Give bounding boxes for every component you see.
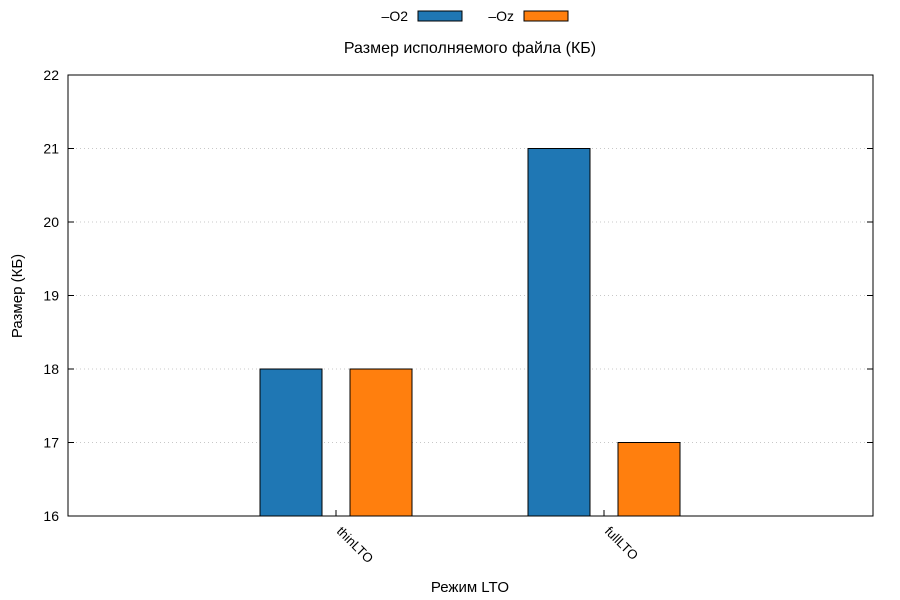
y-axis-label: Размер (КБ) (9, 254, 26, 338)
y-tick-label: 18 (43, 361, 59, 377)
chart-title: Размер исполняемого файла (КБ) (344, 40, 596, 57)
y-tick-label: 20 (43, 214, 59, 230)
y-tick-label: 19 (43, 288, 59, 304)
y-tick-label: 17 (43, 435, 59, 451)
bars (259, 148, 681, 517)
bar-fullLTO-Oz (617, 442, 681, 517)
legend-label-Oz: –Oz (488, 8, 514, 24)
x-axis-ticks: thinLTO fullLTO (334, 510, 641, 566)
y-tick-label: 16 (43, 508, 59, 524)
x-axis-label: Режим LTO (431, 579, 509, 596)
bar-thinLTO-O2 (259, 368, 323, 517)
x-tick-label-fullLTO: fullLTO (602, 524, 641, 563)
x-tick-label-thinLTO: thinLTO (334, 524, 376, 566)
bar-thinLTO-Oz (349, 368, 413, 517)
y-axis-ticks: 16 17 18 19 20 21 22 (43, 67, 873, 524)
gridlines (68, 148, 873, 443)
legend-label-O2: –O2 (382, 8, 409, 24)
y-tick-label: 21 (43, 141, 59, 157)
bar-fullLTO-O2 (527, 148, 591, 517)
legend: –O2 –Oz (382, 8, 569, 24)
legend-swatch-O2 (417, 10, 463, 22)
legend-swatch-Oz (523, 10, 569, 22)
y-tick-label: 22 (43, 67, 59, 83)
